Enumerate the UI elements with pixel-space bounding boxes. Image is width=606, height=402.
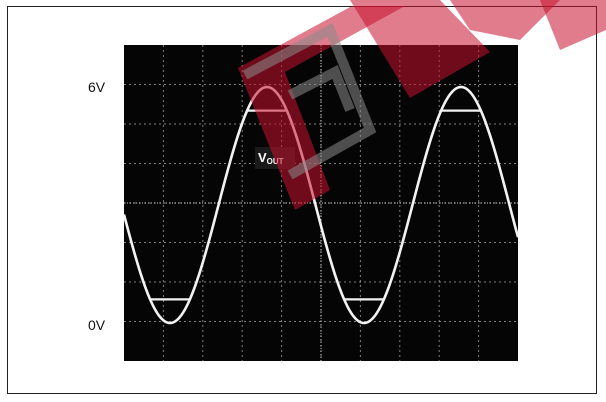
vout-label-sub: OUT bbox=[266, 157, 284, 166]
y-label-0v: 0V bbox=[88, 317, 106, 333]
vout-label-main: V bbox=[258, 150, 267, 165]
oscilloscope-screen bbox=[124, 45, 518, 361]
y-label-6v: 6V bbox=[88, 79, 106, 95]
vout-clipped-trace bbox=[124, 109, 518, 301]
vout-label: VOUT bbox=[255, 147, 295, 169]
